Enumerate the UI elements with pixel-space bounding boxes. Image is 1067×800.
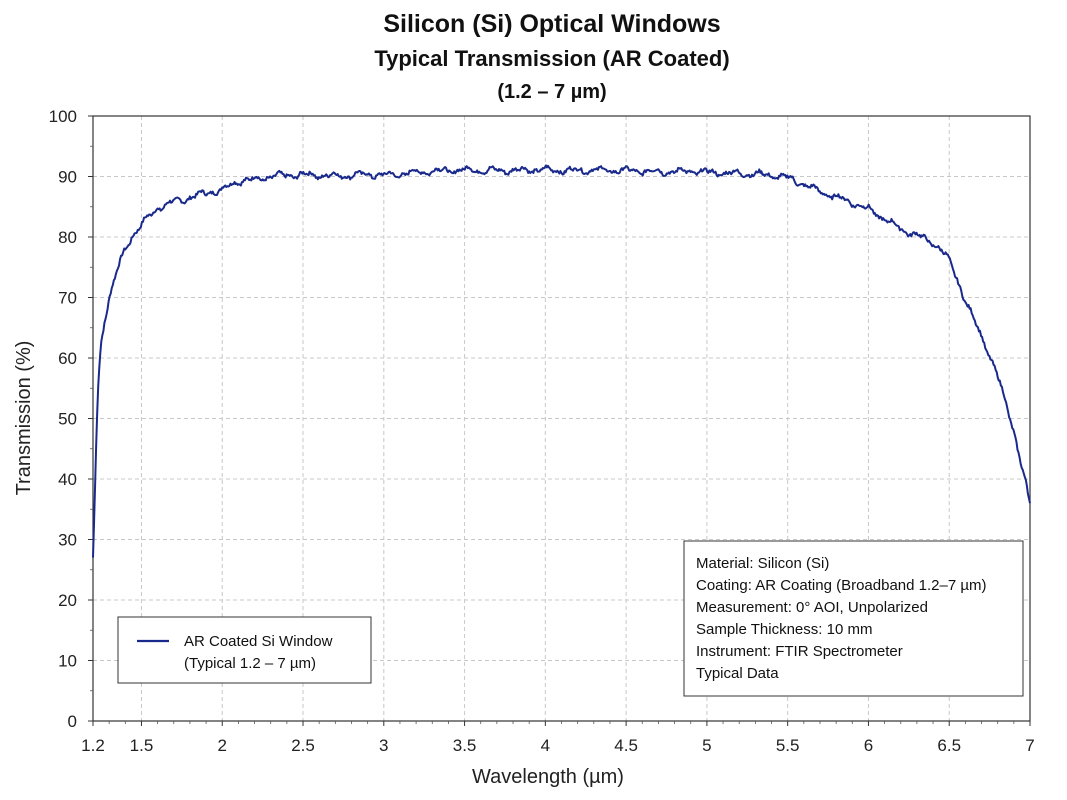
- x-tick-label: 1.5: [130, 736, 154, 755]
- info-box-frame: [683, 540, 1024, 697]
- x-tick-label: 3.5: [453, 736, 477, 755]
- y-tick-label: 50: [58, 410, 77, 429]
- x-tick-label: 3: [379, 736, 388, 755]
- legend-entry-label: AR Coated Si Window: [184, 633, 333, 650]
- x-tick-label: 4.5: [614, 736, 638, 755]
- x-tick-label: 6: [864, 736, 873, 755]
- info-material: Material: Silicon (Si): [696, 555, 829, 572]
- y-tick-label: 30: [58, 531, 77, 550]
- x-tick-label: 1.2: [81, 736, 105, 755]
- info-measurement: Measurement: 0° AOI, Unpolarized: [696, 599, 928, 616]
- y-tick-label: 0: [68, 712, 77, 731]
- info-box: Material: Silicon (Si) Coating: AR Coati…: [683, 540, 1024, 697]
- info-thickness: Sample Thickness: 10 mm: [696, 621, 872, 638]
- x-tick-label: 5: [702, 736, 711, 755]
- x-tick-label: 2: [218, 736, 227, 755]
- y-tick-label: 40: [58, 470, 77, 489]
- y-axis-label: Transmission (%): [13, 341, 35, 496]
- x-tick-label: 4: [541, 736, 550, 755]
- x-tick-label: 5.5: [776, 736, 800, 755]
- chart-subtitle: Typical Transmission (AR Coated): [374, 46, 729, 71]
- y-tick-label: 100: [49, 107, 77, 126]
- info-coating: Coating: AR Coating (Broadband 1.2–7 µm): [696, 577, 986, 594]
- x-tick-label: 7: [1025, 736, 1034, 755]
- x-tick-label: 6.5: [937, 736, 961, 755]
- legend-entry-sublabel: (Typical 1.2 – 7 µm): [184, 655, 316, 672]
- axis-ticks: 1.2 1.5 2 2.5 3 3.5 4 4.5 5 5.5 6 6.5 70102030405060…: [49, 107, 1035, 755]
- y-tick-label: 60: [58, 349, 77, 368]
- chart-range-subtitle: (1.2 – 7 µm): [497, 81, 606, 103]
- series-layer: [92, 164, 1031, 558]
- legend-box: [117, 616, 372, 684]
- info-instrument: Instrument: FTIR Spectrometer: [696, 643, 903, 660]
- y-tick-label: 90: [58, 168, 77, 187]
- y-tick-label: 20: [58, 591, 77, 610]
- chart-title: Silicon (Si) Optical Windows: [383, 10, 720, 38]
- x-axis-label: Wavelength (µm): [472, 766, 624, 788]
- legend: AR Coated Si Window (Typical 1.2 – 7 µm): [117, 616, 372, 684]
- y-tick-label: 10: [58, 652, 77, 671]
- x-tick-label: 2.5: [291, 736, 315, 755]
- y-tick-label: 80: [58, 228, 77, 247]
- transmission-series-line: [92, 164, 1031, 558]
- y-tick-label: 70: [58, 289, 77, 308]
- info-typical: Typical Data: [696, 665, 779, 682]
